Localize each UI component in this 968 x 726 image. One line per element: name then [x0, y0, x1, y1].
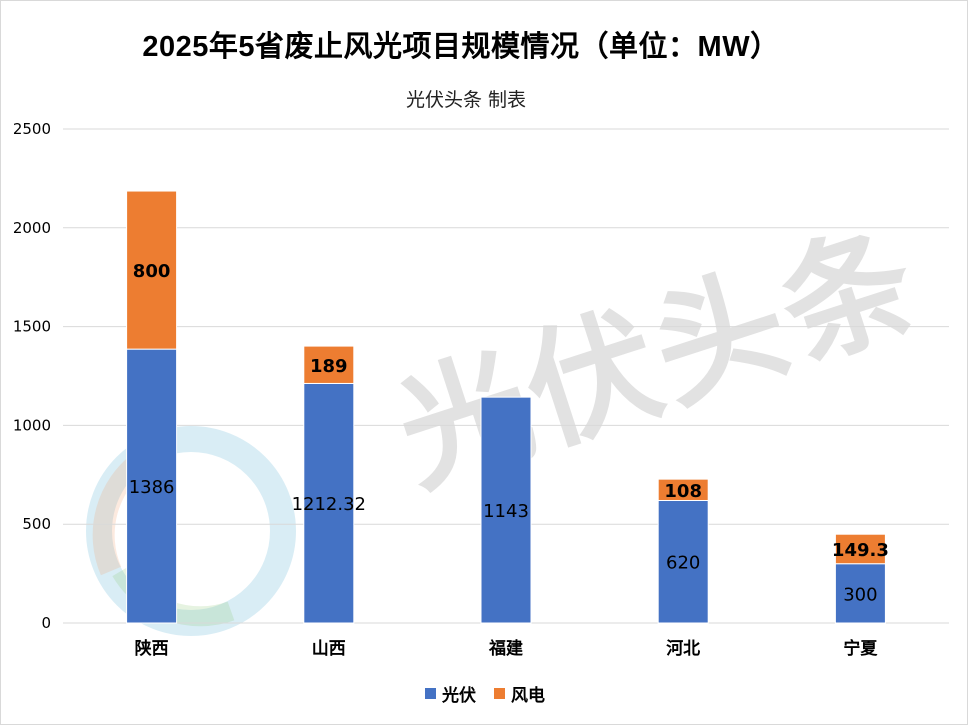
legend-item-solar[interactable]: 光伏	[425, 681, 476, 706]
bar-solar[interactable]	[834, 563, 886, 624]
bar-wind[interactable]	[126, 190, 178, 350]
x-tick-label: 宁夏	[843, 638, 878, 659]
chart-subtitle: 光伏头条 制表	[405, 89, 527, 111]
chart-title: 2025年5省废止风光项目规模情况（单位：MW）	[142, 31, 780, 63]
legend-label-solar: 光伏	[442, 686, 477, 706]
data-label-wind: 149.3	[832, 540, 889, 561]
data-label-solar: 300	[843, 584, 877, 605]
bar-wind[interactable]	[834, 533, 886, 565]
y-tick-label: 2000	[13, 219, 51, 237]
data-label-wind: 189	[310, 356, 348, 377]
bar-wind[interactable]	[657, 478, 709, 501]
bar-solar[interactable]	[657, 499, 709, 624]
legend-swatch-solar	[425, 688, 437, 699]
x-tick-label: 河北	[666, 639, 700, 659]
axes: 0 500 1000 1500 2000 2500 陕西 山西 福建 河北 宁夏	[13, 120, 879, 659]
bar-solar[interactable]	[303, 382, 355, 624]
bar-solar[interactable]	[126, 348, 178, 624]
data-label-wind: 800	[133, 261, 171, 282]
bar-wind[interactable]	[303, 345, 355, 384]
legend-swatch-wind	[493, 688, 505, 699]
y-tick-label: 0	[41, 614, 51, 632]
chart-legend: 光伏 风电	[1, 681, 968, 706]
data-label-solar: 620	[666, 553, 700, 574]
data-labels: 1386 800 1212.32 189 1143 620 108 300 149.3	[129, 261, 889, 605]
x-tick-label: 山西	[312, 639, 346, 659]
y-tick-label: 1500	[13, 318, 51, 336]
data-label-solar: 1143	[483, 501, 529, 522]
legend-item-wind[interactable]: 风电	[493, 681, 545, 706]
data-label-solar: 1212.32	[292, 494, 366, 515]
bar-solar[interactable]	[480, 396, 532, 624]
legend-label-wind: 风电	[510, 686, 545, 706]
x-tick-label: 福建	[488, 638, 523, 659]
y-tick-label: 2500	[13, 120, 51, 138]
y-tick-label: 500	[22, 515, 51, 533]
data-label-solar: 1386	[129, 477, 175, 498]
x-tick-label: 陕西	[135, 638, 169, 659]
y-tick-label: 1000	[13, 416, 51, 434]
bars	[126, 190, 886, 624]
data-label-wind: 108	[664, 481, 702, 502]
